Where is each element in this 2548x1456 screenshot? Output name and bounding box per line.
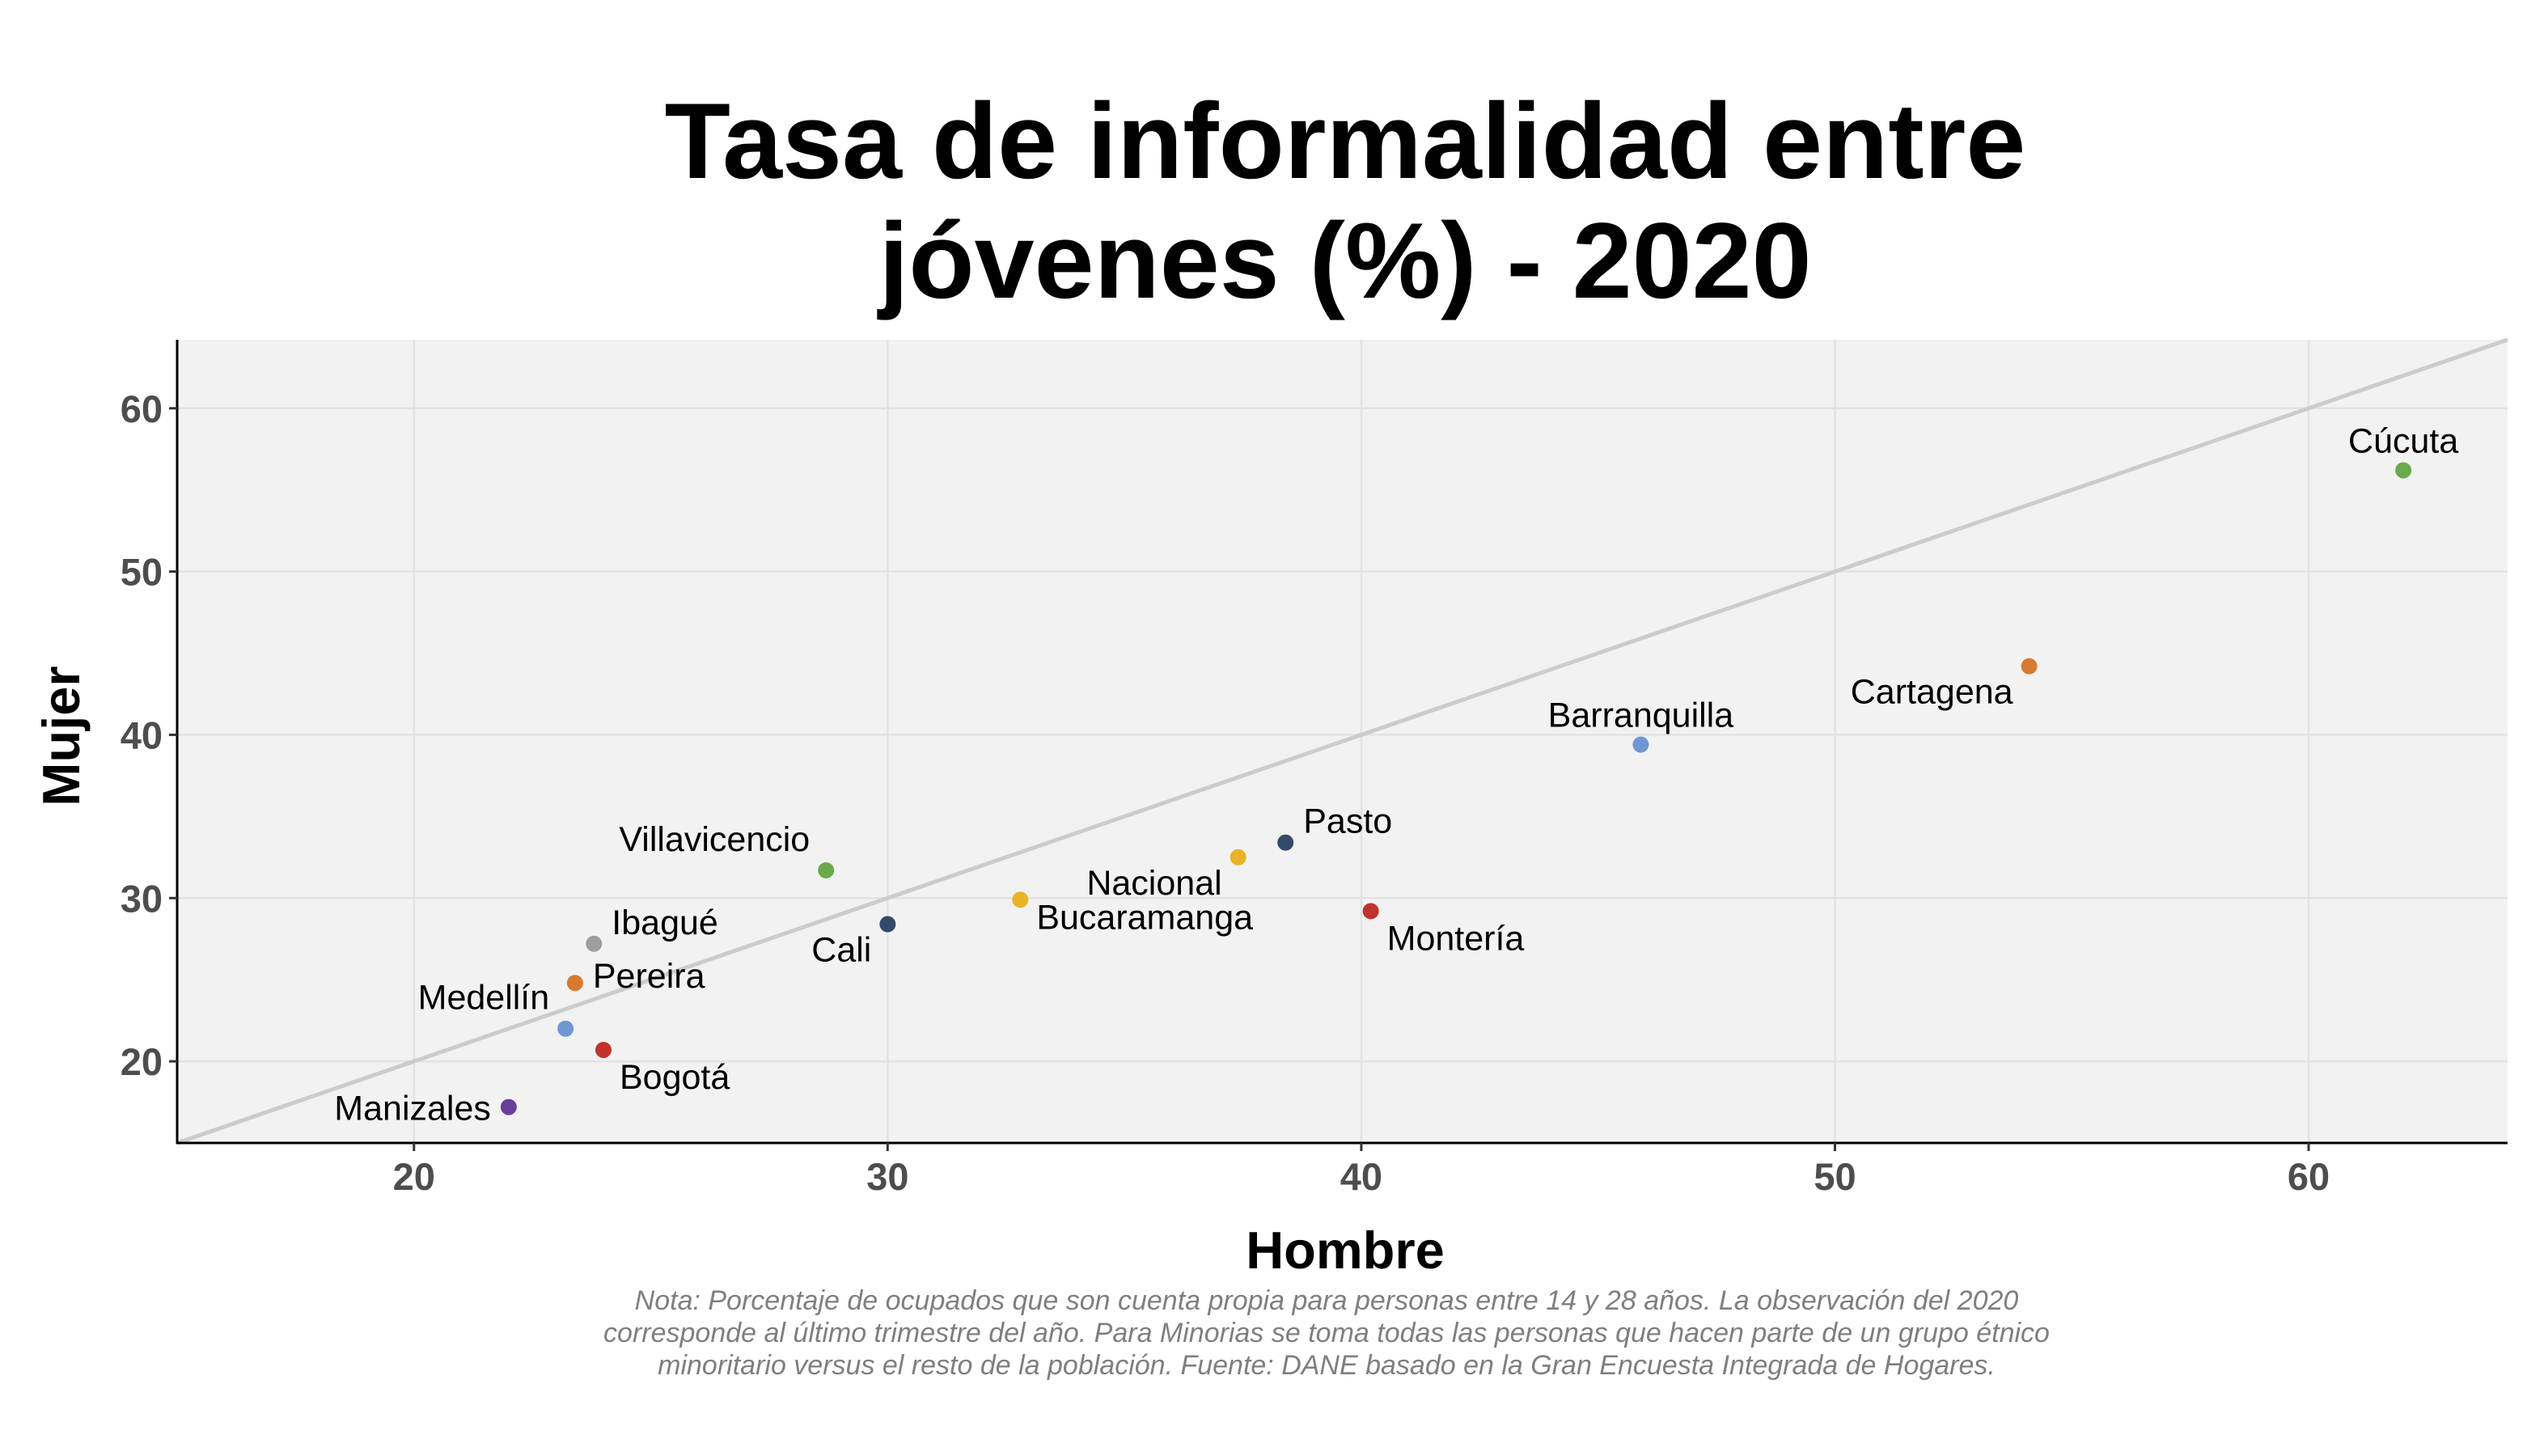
y-axis-title: Mujer — [32, 666, 91, 806]
footnote: Nota: Porcentaje de ocupados que son cue… — [603, 1285, 2050, 1381]
x-tick-label: 50 — [1814, 1155, 1856, 1198]
data-point-pasto — [1277, 834, 1294, 851]
point-label-pereira: Pereira — [593, 957, 705, 996]
y-tick-label: 30 — [121, 877, 163, 920]
grid-lines — [177, 340, 2508, 1143]
point-label-monteria: Montería — [1387, 919, 1525, 958]
y-tick-label: 50 — [121, 551, 163, 594]
data-point-ibague — [586, 935, 603, 952]
point-label-cali: Cali — [811, 931, 871, 970]
data-point-manizales — [500, 1098, 517, 1115]
x-tick-label: 40 — [1340, 1155, 1382, 1198]
point-label-bucaramanga: Bucaramanga — [1036, 898, 1253, 937]
data-point-medellin — [557, 1020, 574, 1037]
point-label-bogota: Bogotá — [620, 1058, 730, 1097]
data-point-barranquilla — [1632, 736, 1649, 753]
point-label-cucuta: Cúcuta — [2348, 421, 2458, 460]
point-label-medellin: Medellín — [418, 979, 550, 1018]
point-label-ibague: Ibagué — [612, 904, 718, 942]
chart-title-line-1: Tasa de informalidad entre — [665, 82, 2026, 201]
y-tick-label: 20 — [121, 1040, 163, 1083]
x-tick-label: 20 — [393, 1155, 435, 1198]
axes — [176, 340, 2508, 1145]
y-tick-label: 40 — [121, 713, 163, 756]
data-point-nacional — [1230, 849, 1246, 866]
point-label-cartagena: Cartagena — [1851, 673, 2013, 712]
point-label-pasto: Pasto — [1303, 802, 1392, 841]
data-point-cali — [879, 916, 896, 933]
data-point-bogota — [595, 1041, 612, 1058]
x-tick-label: 30 — [866, 1155, 908, 1198]
point-label-nacional: Nacional — [1086, 864, 1221, 903]
x-tick-label: 60 — [2288, 1155, 2330, 1198]
data-point-cucuta — [2395, 462, 2412, 479]
data-point-monteria — [1362, 903, 1379, 920]
y-tick-label: 60 — [121, 387, 163, 430]
tick-labels: 20 30 40 50 60 20 30 40 50 60 — [121, 387, 2330, 1198]
point-labels: Cúcuta Cartagena Barranquilla Pasto Montería… — [334, 421, 2458, 1128]
point-label-barranquilla: Barranquilla — [1548, 696, 1734, 735]
reference-line-y-equals-x — [176, 337, 2508, 1145]
x-axis-title: Hombre — [1246, 1221, 1445, 1280]
data-point-cartagena — [2021, 658, 2038, 675]
point-label-villavicencio: Villavicencio — [619, 820, 810, 859]
data-point-pereira — [566, 975, 583, 992]
data-points — [500, 462, 2412, 1115]
chart-title-line-2: jóvenes (%) - 2020 — [876, 201, 1811, 321]
data-point-villavicencio — [818, 861, 835, 878]
data-point-bucaramanga — [1012, 891, 1029, 908]
point-label-manizales: Manizales — [334, 1090, 491, 1128]
